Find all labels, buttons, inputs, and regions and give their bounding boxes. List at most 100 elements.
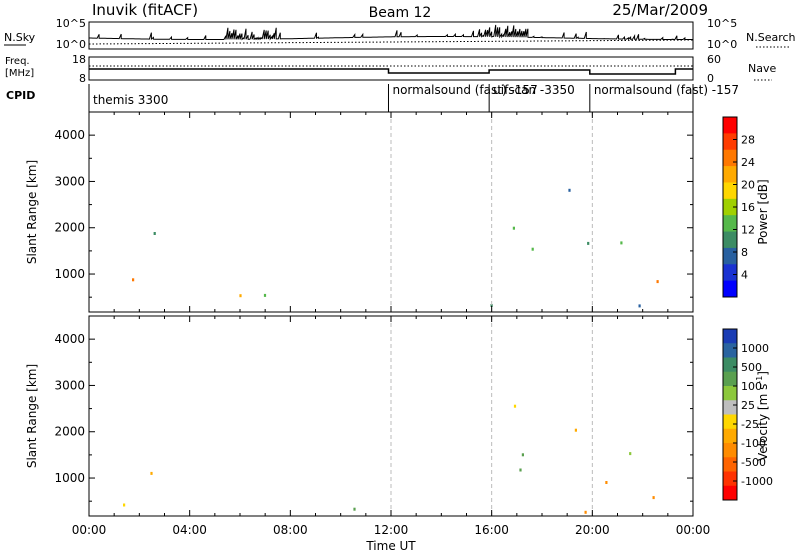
colorbar-swatch — [723, 357, 737, 373]
velocity-colorbar-label-bracket: ] — [756, 371, 770, 376]
cpid-segment-label: normalsound (fast) -157 — [594, 83, 739, 97]
data-cell — [531, 247, 534, 251]
data-cell — [490, 304, 493, 307]
colorbar-swatch — [723, 264, 737, 282]
colorbar-swatch — [723, 133, 737, 151]
colorbar-tick-label: 100 — [741, 380, 762, 393]
data-cell — [574, 428, 577, 432]
y-tick-label: 3000 — [54, 378, 85, 392]
data-cell — [513, 404, 517, 408]
nsky-panel — [88, 21, 694, 50]
velocity-colorbar-label: Velocity [m s-1] — [755, 371, 770, 461]
colorbar-swatch — [723, 428, 737, 444]
colorbar-swatch — [723, 400, 737, 415]
data-cell — [132, 278, 135, 282]
y-tick-label: 4000 — [54, 332, 85, 346]
nsky-trace — [88, 24, 694, 45]
time-axis-ticks: 00:00 04:00 08:00 12:00 16:00 20:00 00:00 — [72, 523, 711, 537]
date-title: 25/Mar/2009 — [612, 1, 708, 19]
colorbar-tick-label: -500 — [741, 456, 766, 469]
colorbar-tick-label: 28 — [741, 134, 755, 147]
colorbar-swatch — [723, 485, 737, 501]
colorbar-tick-label: 20 — [741, 179, 755, 192]
nsky-tick-bottom: 10^0 — [56, 38, 86, 51]
data-cell — [150, 471, 153, 475]
velocity-frame — [88, 315, 694, 517]
colorbar-swatch — [723, 198, 737, 216]
nave-label: Nave — [748, 62, 776, 75]
nave-tick-top: 60 — [707, 53, 721, 66]
nsky-line — [88, 24, 693, 43]
data-cell — [605, 481, 608, 484]
y-tick-label: 3000 — [54, 174, 85, 188]
time-tick-label: 04:00 — [172, 523, 207, 537]
nsearch-tick-bottom: 10^0 — [707, 38, 737, 51]
colorbar-swatch — [723, 414, 737, 430]
power-axes: 1000 2000 3000 4000 — [54, 112, 694, 312]
cpid-segment-label: uifscan -3350 — [493, 83, 575, 97]
cpid-segment-label: themis 3300 — [93, 93, 168, 107]
colorbar-swatch — [723, 247, 737, 265]
colorbar-swatch — [723, 182, 737, 200]
data-cell — [353, 507, 356, 511]
colorbar-swatch — [723, 329, 737, 344]
colorbar-swatch — [723, 343, 737, 358]
colorbar-swatch — [723, 280, 737, 298]
data-cell — [153, 232, 156, 235]
time-axis-label: Time UT — [365, 539, 416, 553]
velocity-panel: 1000 2000 3000 4000 Slant Range [km] 1000 50… — [25, 315, 773, 517]
cpid-segment-label: normalsound (fast) -157 — [392, 83, 537, 97]
data-cell — [521, 453, 524, 457]
power-data-layer — [132, 188, 659, 308]
colorbar-tick-label: 16 — [741, 201, 755, 214]
nsky-label: N.Sky — [4, 31, 36, 44]
nsearch-line — [88, 39, 694, 45]
data-cell — [239, 294, 242, 298]
freq-label-line2: [MHz] — [5, 68, 34, 79]
y-tick-label: 1000 — [54, 471, 85, 485]
freq-tick-bottom: 8 — [79, 72, 86, 85]
y-tick-label: 1000 — [54, 267, 85, 281]
data-cell — [568, 188, 571, 192]
beam-title: Beam 12 — [369, 5, 432, 21]
velocity-colorbar: 1000 500 100 25 -25 -100 -500 -1000 — [722, 328, 773, 501]
velocity-colorbar-label-main: Velocity [m s — [756, 384, 770, 461]
nave-tick-bottom: 0 — [707, 72, 714, 85]
colorbar-tick-label: 12 — [741, 224, 755, 237]
cpid-label: CPID — [6, 89, 35, 102]
colorbar-tick-label: -25 — [741, 418, 759, 431]
power-panel: 1000 2000 3000 4000 Slant Range [km] 28 24 20… — [25, 111, 770, 313]
colorbar-tick-label: -100 — [741, 437, 766, 450]
colorbar-swatch — [723, 166, 737, 183]
time-tick-label: 00:00 — [676, 523, 711, 537]
time-tick-label: 08:00 — [273, 523, 308, 537]
colorbar-tick-label: 25 — [741, 399, 755, 412]
colorbar-swatch — [723, 231, 737, 249]
colorbar-swatch — [723, 149, 737, 167]
colorbar-swatch — [723, 443, 737, 458]
data-cell — [512, 226, 515, 230]
colorbar-swatch — [723, 386, 737, 401]
colorbar-swatch — [723, 371, 737, 387]
data-cell — [656, 280, 659, 284]
nsearch-tick-top: 10^5 — [707, 17, 737, 30]
data-cell — [123, 503, 126, 507]
data-cell — [263, 293, 267, 297]
y-tick-label: 4000 — [54, 128, 85, 142]
colorbar-swatch — [723, 471, 737, 487]
time-tick-label: 20:00 — [575, 523, 610, 537]
data-cell — [584, 510, 587, 514]
time-tick-label: 16:00 — [474, 523, 509, 537]
y-tick-label: 2000 — [54, 221, 85, 235]
station-title: Inuvik (fitACF) — [92, 1, 198, 19]
colorbar-tick-label: 4 — [741, 269, 748, 282]
colorbar-swatch — [723, 117, 737, 134]
velocity-ylabel: Slant Range [km] — [25, 364, 39, 468]
data-cell — [587, 241, 590, 245]
velocity-data-layer — [123, 404, 655, 514]
power-colorbar-label: Power [dB] — [756, 179, 770, 244]
data-cell — [638, 304, 641, 308]
data-cell — [629, 452, 632, 456]
time-tick-label: 00:00 — [72, 523, 107, 537]
freq-line — [89, 68, 693, 75]
